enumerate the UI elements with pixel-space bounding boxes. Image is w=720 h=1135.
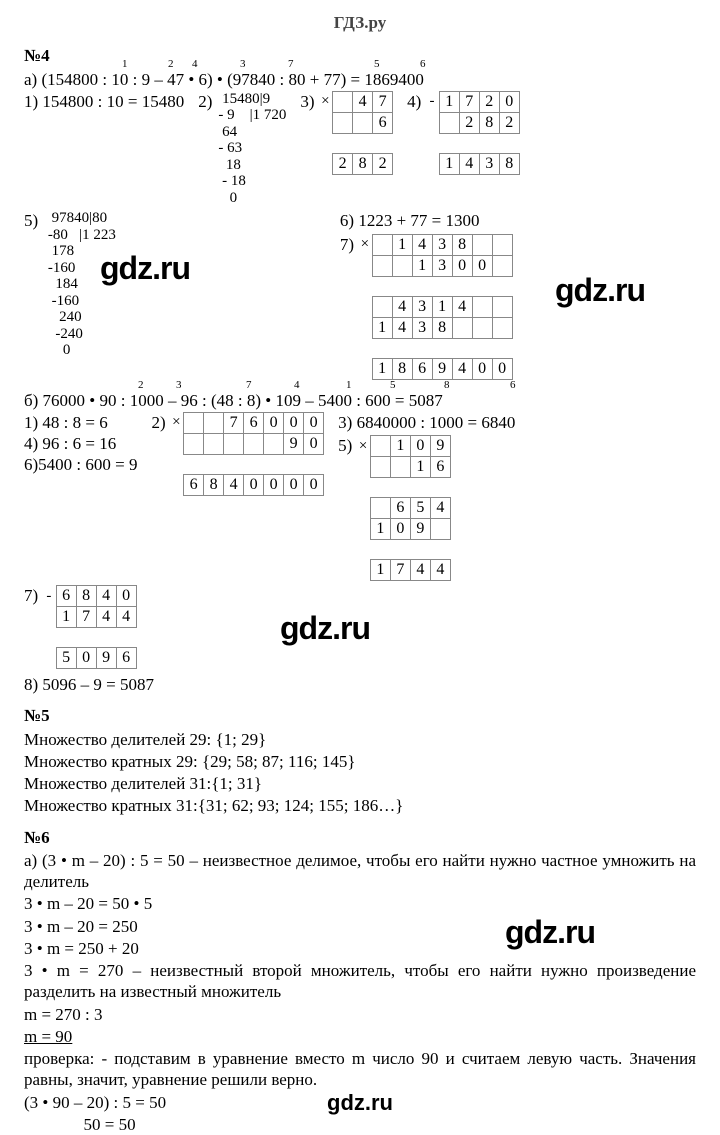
n6-check-line: проверка: - подставим в уравнение вместо…	[24, 1048, 696, 1091]
step-4a-7: 7) ×14381300431414381869400	[340, 234, 513, 380]
order-marker: 7	[246, 379, 252, 393]
order-marker: 3	[240, 58, 246, 72]
n5-content: Множество делителей 29: {1; 29}Множество…	[24, 729, 696, 817]
step-4b-5: 5) ×109166541091744	[338, 435, 515, 581]
order-marker: 7	[288, 58, 294, 72]
step-4b-3: 3) 6840000 : 1000 = 6840	[338, 412, 515, 433]
step-4b-4: 4) 96 : 6 = 16	[24, 433, 137, 454]
calc-6840-1744: -684017445096	[42, 585, 137, 669]
order-marker: 1	[122, 58, 128, 72]
step-label: 2)	[151, 412, 165, 433]
calc-76000x90: ×76000906840000	[170, 412, 325, 496]
calc-1720-282: -17202821438	[425, 91, 520, 175]
watermark: gdz.ru	[555, 270, 645, 310]
step-label: 2)	[198, 91, 212, 112]
order-marker: 4	[192, 58, 198, 72]
n5-line: Множество кратных 29: {29; 58; 87; 116; …	[24, 751, 696, 772]
step-label: 7)	[340, 234, 354, 255]
calc-47x6: ×476282	[319, 91, 394, 175]
order-marker: 6	[420, 58, 426, 72]
step-4a-4: 4) -17202821438	[407, 91, 520, 175]
step-4b-8: 8) 5096 – 9 = 5087	[24, 674, 696, 695]
expr-4b: б) 76000 • 90 : 1000 – 96 : (48 : 8) • 1…	[24, 390, 696, 411]
steps-4a-row1: 1) 154800 : 10 = 15480 2) 15480|9 - 9 |1…	[24, 91, 696, 211]
n6-line: 3 • m = 270 – неизвестный второй множите…	[24, 960, 696, 1003]
site-footer: gdz.ru	[0, 1089, 720, 1117]
step-4b-6: 6)5400 : 600 = 9	[24, 454, 137, 475]
heading-5: №5	[24, 705, 696, 726]
step-label: 4)	[407, 91, 421, 112]
step-4b-7: 7) -684017445096	[24, 585, 137, 669]
n6-line: а) (3 • m – 20) : 5 = 50 – неизвестное д…	[24, 850, 696, 893]
order-marker: 2	[138, 379, 144, 393]
expr-4a: а) (154800 : 10 : 9 – 47 • 6) • (97840 :…	[24, 69, 696, 90]
n6-line: 3 • m = 250 + 20	[24, 938, 696, 959]
n5-line: Множество кратных 31:{31; 62; 93; 124; 1…	[24, 795, 696, 816]
page-root: ГДЗ.ру №4 1243756 а) (154800 : 10 : 9 – …	[0, 0, 720, 1126]
step-4a-1: 1) 154800 : 10 = 15480	[24, 91, 184, 112]
step-4a-3: 3) ×476282	[300, 91, 393, 175]
order-marker: 4	[294, 379, 300, 393]
steps-4b-row1: 1) 48 : 8 = 6 4) 96 : 6 = 16 6)5400 : 60…	[24, 412, 696, 585]
order-marker: 1	[346, 379, 352, 393]
step-label: 3)	[300, 91, 314, 112]
n6-line: m = 270 : 3	[24, 1004, 696, 1025]
longdiv-15480-9: 15480|9 - 9 |1 720 64 - 63 18 - 18 0	[218, 91, 286, 207]
n6-line: 3 • m – 20 = 250	[24, 916, 696, 937]
n5-line: Множество делителей 29: {1; 29}	[24, 729, 696, 750]
n5-line: Множество делителей 31:{1; 31}	[24, 773, 696, 794]
n6-a-answer: m = 90	[24, 1026, 696, 1047]
step-4b-2: 2) ×76000906840000	[151, 412, 324, 496]
step-label: 7)	[24, 585, 38, 606]
site-header: ГДЗ.ру	[24, 0, 696, 37]
calc-1438x1300: ×14381300431414381869400	[358, 234, 513, 380]
watermark: gdz.ru	[505, 912, 595, 952]
order-marker: 5	[374, 58, 380, 72]
order-marker: 8	[444, 379, 450, 393]
step-4a-6: 6) 1223 + 77 = 1300	[340, 210, 513, 231]
order-marker: 3	[176, 379, 182, 393]
n6-line: 3 • m – 20 = 50 • 5	[24, 893, 696, 914]
watermark: gdz.ru	[280, 608, 370, 648]
order-marker: 5	[390, 379, 396, 393]
heading-6: №6	[24, 827, 696, 848]
watermark: gdz.ru	[100, 248, 190, 288]
step-label: 5)	[24, 210, 38, 231]
n6-a-content: а) (3 • m – 20) : 5 = 50 – неизвестное д…	[24, 850, 696, 1025]
step-4b-1: 1) 48 : 8 = 6	[24, 412, 137, 433]
n6-check-line: 50 = 50	[24, 1114, 696, 1135]
order-marker: 2	[168, 58, 174, 72]
step-label: 5)	[338, 435, 352, 456]
calc-109x16: ×109166541091744	[356, 435, 451, 581]
step-4a-2: 2) 15480|9 - 9 |1 720 64 - 63 18 - 18 0	[198, 91, 286, 207]
order-marker: 6	[510, 379, 516, 393]
